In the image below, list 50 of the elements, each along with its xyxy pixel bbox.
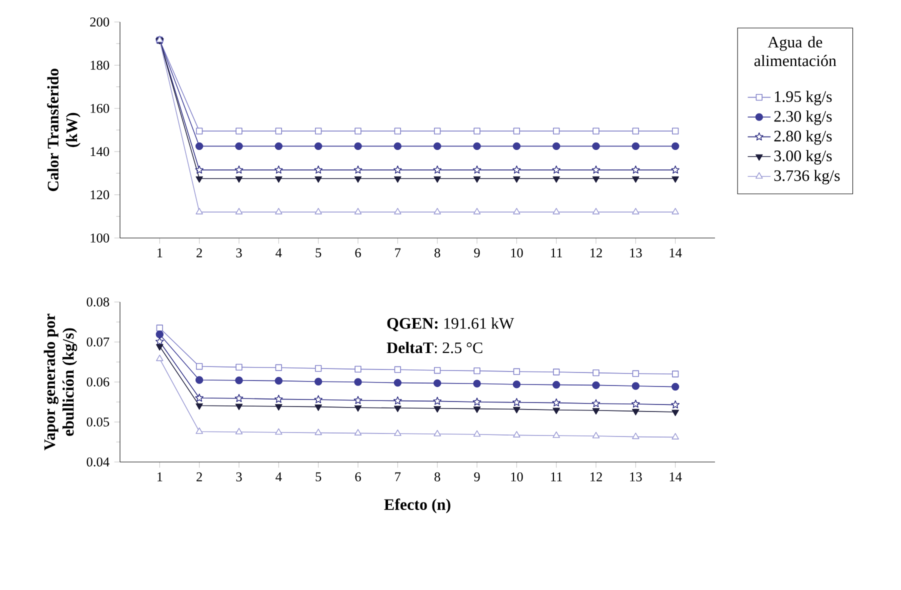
x-tick-label: 1 bbox=[158, 248, 162, 258]
legend-label: 3.736 kg/s bbox=[774, 170, 840, 184]
x-tick-label: 14 bbox=[670, 472, 682, 482]
x-tick-label: 7 bbox=[395, 248, 401, 258]
x-tick-label: 5 bbox=[316, 248, 322, 258]
x-tick-label: 12 bbox=[590, 248, 602, 258]
y-axis-title: Calor Transferido (kW) bbox=[47, 68, 80, 192]
y-tick-label: 160 bbox=[90, 104, 110, 113]
legend-label: 3.00 kg/s bbox=[774, 150, 832, 165]
y-tick-label: 0.05 bbox=[86, 417, 110, 427]
x-tick-label: 2 bbox=[196, 248, 202, 258]
y-tick-label: 0.04 bbox=[86, 457, 110, 467]
y-tick-label: 0.06 bbox=[86, 377, 110, 387]
x-tick-label: 11 bbox=[551, 248, 562, 258]
x-tick-label: 10 bbox=[511, 472, 523, 482]
y-axis-title: Vapor generado por ebullición (kg/s) bbox=[44, 314, 78, 450]
x-tick-label: 9 bbox=[474, 248, 480, 258]
x-tick-label: 12 bbox=[590, 472, 602, 482]
y-tick-label: 0.08 bbox=[86, 297, 110, 307]
x-tick-label: 4 bbox=[276, 472, 282, 482]
x-tick-label: 9 bbox=[474, 472, 480, 482]
x-tick-label: 8 bbox=[434, 248, 440, 258]
y-tick-label: 180 bbox=[90, 60, 110, 70]
legend-label: 1.95 kg/s bbox=[775, 90, 832, 106]
y-tick-label: 100 bbox=[90, 234, 110, 242]
x-tick-label: 3 bbox=[236, 472, 242, 482]
x-tick-label: 3 bbox=[236, 248, 242, 258]
x-tick-label: 4 bbox=[276, 248, 282, 258]
y-tick-label: 120 bbox=[90, 190, 110, 200]
x-tick-label: 8 bbox=[434, 472, 440, 482]
x-tick-label: 11 bbox=[551, 472, 562, 482]
x-tick-label: 10 bbox=[511, 248, 523, 258]
annotation: QGEN: 191.61 kW bbox=[387, 318, 514, 332]
x-tick-label: 2 bbox=[196, 472, 202, 482]
annotation: DeltaT: 2.5 °C bbox=[386, 342, 482, 354]
x-tick-label: 1 bbox=[158, 472, 162, 482]
x-tick-label: 7 bbox=[395, 472, 401, 482]
legend-title: Agua de alimentación bbox=[754, 36, 836, 66]
x-tick-label: 6 bbox=[355, 248, 361, 258]
legend-label: 2.80 kg/s bbox=[774, 130, 832, 145]
x-tick-label: 6 bbox=[355, 472, 361, 482]
x-tick-label: 14 bbox=[670, 248, 682, 258]
x-tick-label: 13 bbox=[630, 248, 642, 258]
x-tick-label: 5 bbox=[316, 472, 322, 482]
y-tick-label: 0.07 bbox=[86, 337, 110, 347]
y-tick-label: 140 bbox=[90, 147, 110, 156]
x-axis-title: Efecto (n) bbox=[384, 498, 450, 514]
y-tick-label: 200 bbox=[90, 18, 110, 26]
legend-label: 2.30 kg/s bbox=[774, 110, 832, 126]
x-tick-label: 13 bbox=[630, 472, 642, 482]
